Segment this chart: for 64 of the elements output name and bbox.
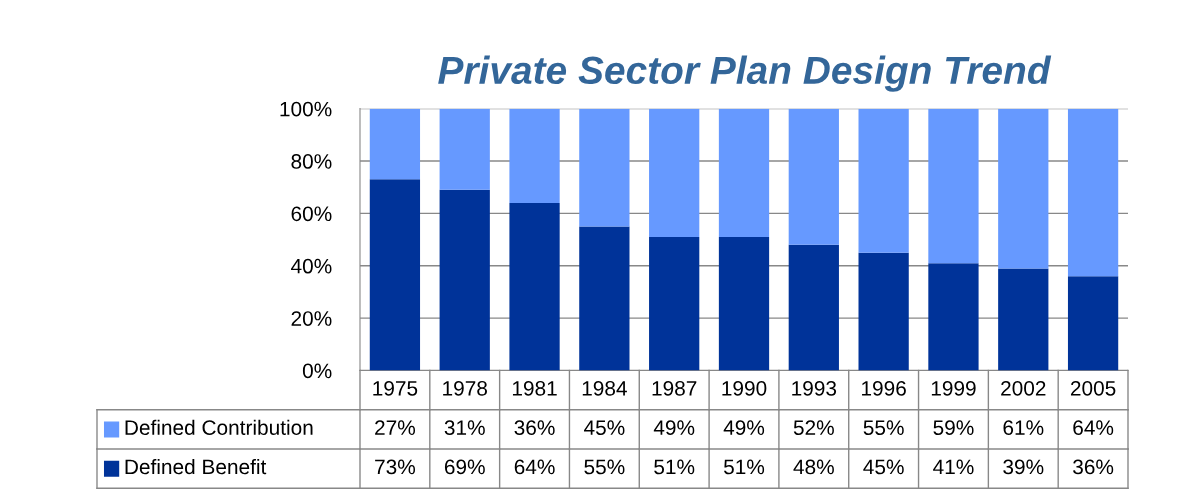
bar: [439, 108, 490, 190]
x-tick-label: 1984: [582, 380, 627, 396]
x-tick-label: 1990: [722, 380, 767, 396]
bar: [998, 108, 1049, 269]
bar: [788, 108, 839, 245]
data-label: 59%: [933, 420, 974, 435]
data-label: 48%: [793, 459, 834, 475]
x-tick-label: 1993: [792, 380, 837, 396]
data-label: 39%: [1003, 459, 1044, 475]
bar: [439, 189, 490, 371]
bar: [858, 108, 909, 253]
x-tick-label: 1999: [931, 380, 976, 396]
data-label: 64%: [1073, 420, 1114, 435]
data-label: 73%: [375, 459, 416, 475]
y-tick-label: 60%: [291, 206, 332, 222]
x-tick-label: 1981: [512, 380, 557, 396]
x-tick-label: 1987: [652, 380, 697, 396]
bar: [369, 108, 421, 180]
bar: [928, 263, 979, 371]
data-label: 49%: [653, 420, 695, 435]
x-tick-label: 2005: [1070, 380, 1116, 396]
bar: [649, 236, 700, 371]
y-tick-label: 80%: [291, 154, 332, 169]
bar: [649, 108, 700, 237]
y-tick-label: 40%: [291, 258, 332, 274]
data-label: 27%: [375, 420, 416, 435]
bar: [369, 179, 421, 371]
data-label: 36%: [514, 420, 555, 435]
bar: [998, 268, 1049, 371]
bar: [858, 252, 909, 371]
data-label: 52%: [793, 420, 834, 435]
x-tick-label: 1975: [373, 380, 418, 396]
legend-label: Defined Contribution: [125, 419, 313, 435]
x-tick-label: 1996: [862, 380, 906, 396]
y-tick-label: 0%: [302, 363, 332, 379]
data-label: 49%: [723, 420, 765, 435]
y-tick-label: 100%: [280, 101, 332, 117]
bar: [1067, 108, 1119, 277]
bar: [718, 236, 770, 371]
data-label: 51%: [723, 459, 765, 475]
bar: [1067, 276, 1119, 371]
bar: [579, 226, 630, 371]
x-tick-label: 2002: [1001, 380, 1046, 396]
bar: [579, 108, 630, 227]
data-label: 45%: [863, 459, 904, 475]
x-tick-label: 1978: [443, 380, 487, 396]
bar: [928, 108, 979, 264]
data-label: 51%: [654, 459, 695, 475]
bar: [509, 202, 560, 371]
data-label: 69%: [444, 459, 485, 475]
bar: [718, 108, 770, 237]
data-label: 45%: [583, 420, 625, 435]
data-label: 31%: [444, 420, 485, 435]
data-label: 36%: [1073, 459, 1114, 475]
bar: [788, 244, 839, 371]
data-label: 55%: [863, 420, 904, 435]
data-label: 55%: [584, 459, 625, 475]
data-label: 61%: [1003, 420, 1044, 435]
data-label: 41%: [933, 459, 974, 475]
chart-title: Private Sector Plan Design Trend: [438, 55, 1052, 92]
legend-label: Defined Benefit: [125, 458, 267, 475]
y-tick-label: 20%: [291, 311, 332, 326]
bar: [509, 108, 560, 203]
data-label: 64%: [514, 459, 555, 475]
